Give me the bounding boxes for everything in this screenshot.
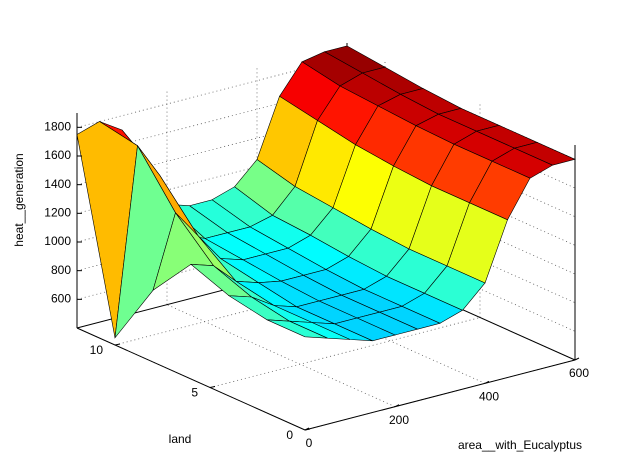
tick-mark [394, 404, 400, 408]
grid-line [209, 317, 481, 388]
z-tick-label: 1400 [44, 177, 71, 191]
axis-edge [76, 327, 306, 431]
tick-mark [209, 386, 216, 388]
x-tick-label: 0 [306, 436, 313, 450]
z-axis-label: heat__generation [12, 153, 26, 246]
x-axis-label: area__with_Eucalyptus [458, 438, 582, 452]
x-tick-label: 600 [569, 366, 589, 380]
tick-mark [574, 357, 580, 361]
z-tick-label: 1200 [44, 206, 71, 220]
tick-mark [484, 380, 490, 384]
z-tick-label: 600 [51, 292, 71, 306]
y-axis-label: land [169, 432, 192, 446]
z-tick-label: 1800 [44, 120, 71, 134]
x-tick-label: 200 [389, 413, 409, 427]
y-tick-label: 10 [90, 343, 104, 357]
z-tick-label: 1000 [44, 234, 71, 248]
y-tick-label: 5 [191, 386, 198, 400]
z-tick-label: 1600 [44, 148, 71, 162]
tick-mark [304, 428, 311, 431]
surface-patch [266, 319, 328, 339]
tick-mark [114, 343, 121, 346]
y-tick-label: 0 [286, 428, 293, 442]
axis-edge [304, 359, 576, 431]
x-tick-label: 400 [479, 390, 499, 404]
z-tick-label: 800 [51, 263, 71, 277]
